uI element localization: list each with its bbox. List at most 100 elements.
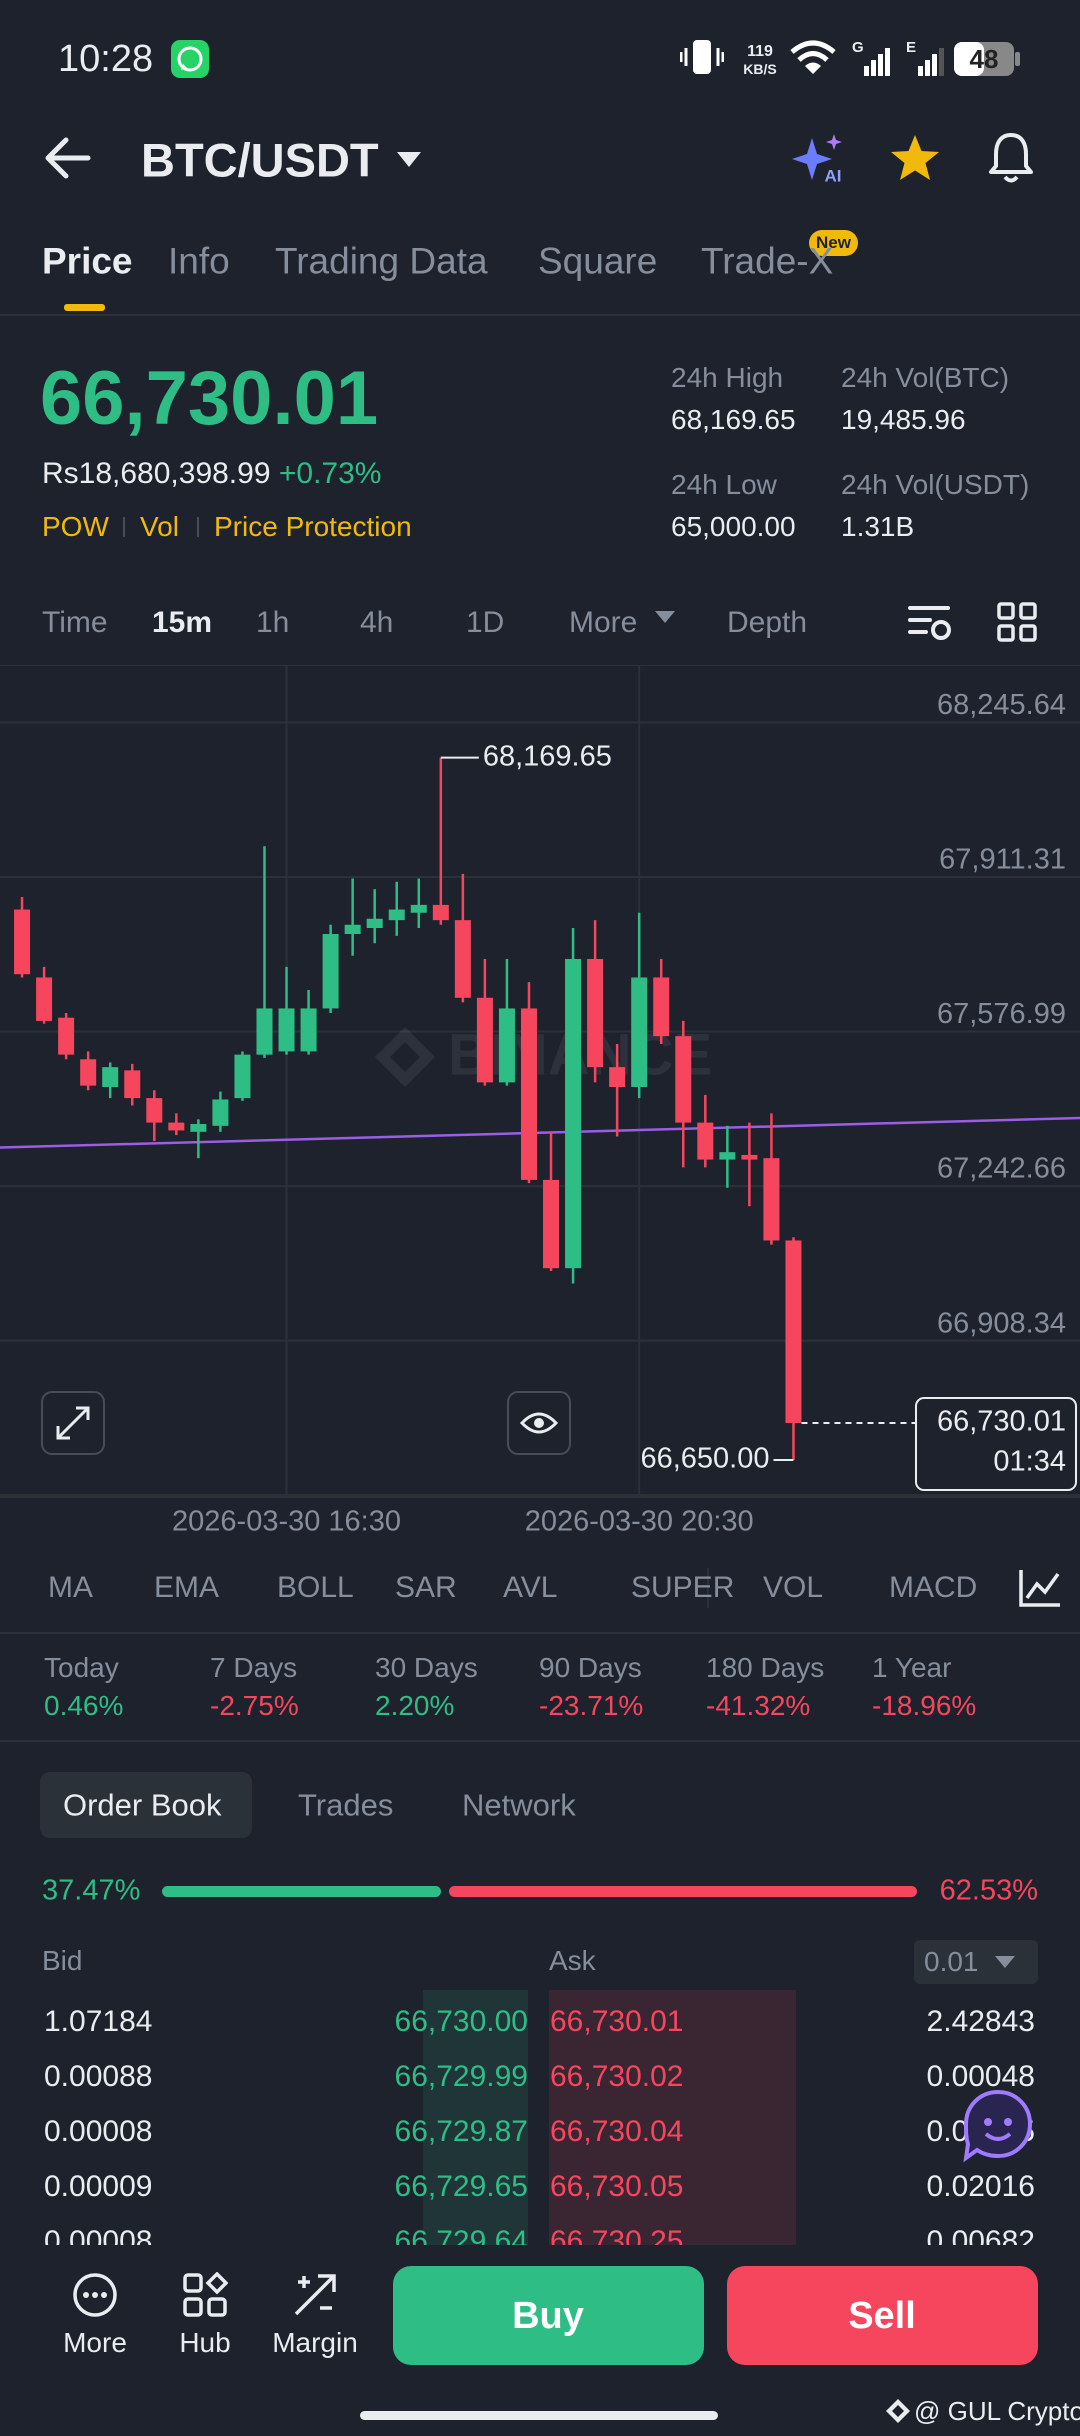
interval[interactable]: Depth bbox=[727, 606, 808, 639]
bid-ratio-bar bbox=[162, 1886, 441, 1897]
tab[interactable]: Square bbox=[538, 240, 658, 282]
pair-dropdown[interactable] bbox=[395, 150, 423, 170]
ask-header: Ask bbox=[549, 1945, 596, 1976]
more-icon[interactable] bbox=[72, 2272, 118, 2318]
x-tick-label: 2026-03-30 20:30 bbox=[525, 1506, 754, 1538]
interval[interactable]: 1h bbox=[256, 606, 290, 639]
candle-body bbox=[388, 909, 405, 921]
ask-quantity: 2.42843 bbox=[926, 2005, 1035, 2038]
eye-pupil bbox=[534, 1418, 544, 1428]
y-tick-label: 66,908.34 bbox=[937, 1307, 1066, 1339]
expand-button[interactable] bbox=[41, 1391, 105, 1455]
bid-quantity: 1.07184 bbox=[44, 2005, 153, 2038]
more-dropdown[interactable] bbox=[654, 610, 676, 624]
precision-value[interactable]: 0.01 bbox=[924, 1946, 979, 1977]
stat-label: 24h High bbox=[671, 362, 784, 393]
candlestick-chart[interactable]: 68,245.64 67,911.31 67,576.99 67,242.66 66,9… bbox=[0, 665, 1080, 1545]
pair-selector[interactable]: BTC/USDT bbox=[141, 133, 379, 187]
bid-quantity: 0.00009 bbox=[44, 2170, 153, 2203]
tab[interactable]: Trade-X bbox=[701, 240, 834, 282]
bid-quantity: 0.00008 bbox=[44, 2225, 153, 2246]
status-time: 10:28 bbox=[58, 38, 154, 80]
visibility-button-frame bbox=[507, 1391, 571, 1455]
hub-icon[interactable] bbox=[182, 2272, 228, 2318]
candle-body bbox=[609, 1067, 626, 1088]
bid-price: 66,729.65 bbox=[394, 2170, 528, 2203]
back-button[interactable] bbox=[44, 136, 92, 180]
precision-selector[interactable] bbox=[914, 1940, 1038, 1984]
interval[interactable]: 15m bbox=[152, 606, 213, 639]
candle-body bbox=[543, 1179, 560, 1269]
wifi-icon bbox=[790, 40, 836, 74]
ask-ratio-bar bbox=[448, 1886, 917, 1897]
last-price-label: 66,730.01 bbox=[937, 1406, 1066, 1438]
indicator[interactable]: VOL bbox=[763, 1571, 824, 1604]
bid-quantity: 0.00008 bbox=[44, 2115, 153, 2148]
margin-icon[interactable] bbox=[292, 2272, 338, 2318]
candle-body bbox=[58, 1017, 75, 1055]
order-book-tab[interactable]: Order Book bbox=[63, 1787, 222, 1823]
price-change: +0.73% bbox=[278, 457, 382, 490]
ai-badge: AI bbox=[824, 166, 842, 186]
candle-body bbox=[719, 1152, 736, 1160]
eye-icon bbox=[519, 1412, 559, 1434]
ask-price: 66,730.05 bbox=[550, 2170, 684, 2203]
new-badge: New bbox=[809, 230, 858, 256]
tag[interactable]: Price Protection bbox=[214, 511, 412, 542]
indicator[interactable]: MACD bbox=[889, 1571, 978, 1604]
chart-settings[interactable] bbox=[908, 602, 954, 644]
last-price-box bbox=[915, 1397, 1077, 1492]
alert-button[interactable] bbox=[986, 130, 1036, 186]
indicator-settings[interactable] bbox=[1018, 1568, 1062, 1608]
divider bbox=[0, 1740, 1080, 1742]
assistant-button[interactable] bbox=[958, 2086, 1038, 2166]
candle-body bbox=[697, 1122, 714, 1160]
visibility-button[interactable] bbox=[507, 1391, 571, 1455]
candle-body bbox=[653, 977, 670, 1037]
indicator[interactable]: BOLL bbox=[277, 1571, 354, 1604]
candle-body bbox=[36, 977, 53, 1021]
order-book-tab[interactable]: Network bbox=[462, 1787, 576, 1823]
tab[interactable]: Info bbox=[168, 240, 230, 282]
period-label: 7 Days bbox=[210, 1652, 298, 1683]
x-tick-label: 2026-03-30 16:30 bbox=[172, 1506, 401, 1538]
price-row: Rs18,680,398.99 +0.73% bbox=[42, 459, 381, 489]
action-label[interactable]: Hub bbox=[179, 2327, 231, 2358]
order-book-tab[interactable]: Trades bbox=[298, 1787, 394, 1823]
battery-icon bbox=[954, 42, 1020, 76]
candle-body bbox=[432, 904, 449, 921]
action-label[interactable]: Margin bbox=[272, 2327, 358, 2358]
y-tick-label: 68,245.64 bbox=[937, 689, 1066, 721]
tab[interactable]: Price bbox=[42, 240, 133, 282]
buy-label[interactable]: Buy bbox=[512, 2295, 584, 2337]
ai-button[interactable] bbox=[790, 132, 850, 186]
separator bbox=[707, 1568, 709, 1608]
layout-toggle[interactable] bbox=[997, 602, 1037, 642]
signal-icon bbox=[864, 48, 890, 76]
trend-line bbox=[0, 1116, 1080, 1149]
candle-body bbox=[520, 1008, 537, 1180]
candle-body bbox=[234, 1054, 251, 1099]
interval[interactable]: 1D bbox=[466, 606, 505, 639]
tag-separator bbox=[123, 517, 125, 537]
indicator[interactable]: EMA bbox=[154, 1571, 220, 1604]
tag-separator bbox=[197, 517, 199, 537]
precision-dropdown[interactable] bbox=[994, 1955, 1016, 1969]
favorite-button[interactable] bbox=[889, 133, 941, 183]
indicator[interactable]: SAR bbox=[395, 1571, 457, 1604]
indicator[interactable]: SUPER bbox=[631, 1571, 735, 1604]
indicator[interactable]: MA bbox=[48, 1571, 93, 1604]
interval[interactable]: More bbox=[569, 606, 638, 639]
action-label[interactable]: More bbox=[63, 2327, 127, 2358]
tag[interactable]: POW bbox=[42, 511, 109, 542]
candle-body bbox=[212, 1099, 229, 1126]
interval[interactable]: 4h bbox=[360, 606, 394, 639]
interval[interactable]: Time bbox=[42, 606, 108, 639]
tag[interactable]: Vol bbox=[140, 511, 179, 542]
ask-depth bbox=[549, 1990, 796, 2245]
sell-button[interactable] bbox=[727, 2266, 1038, 2365]
indicator[interactable]: AVL bbox=[503, 1571, 558, 1604]
sell-label[interactable]: Sell bbox=[848, 2295, 916, 2337]
buy-button[interactable] bbox=[393, 2266, 704, 2365]
tab[interactable]: Trading Data bbox=[275, 240, 488, 282]
